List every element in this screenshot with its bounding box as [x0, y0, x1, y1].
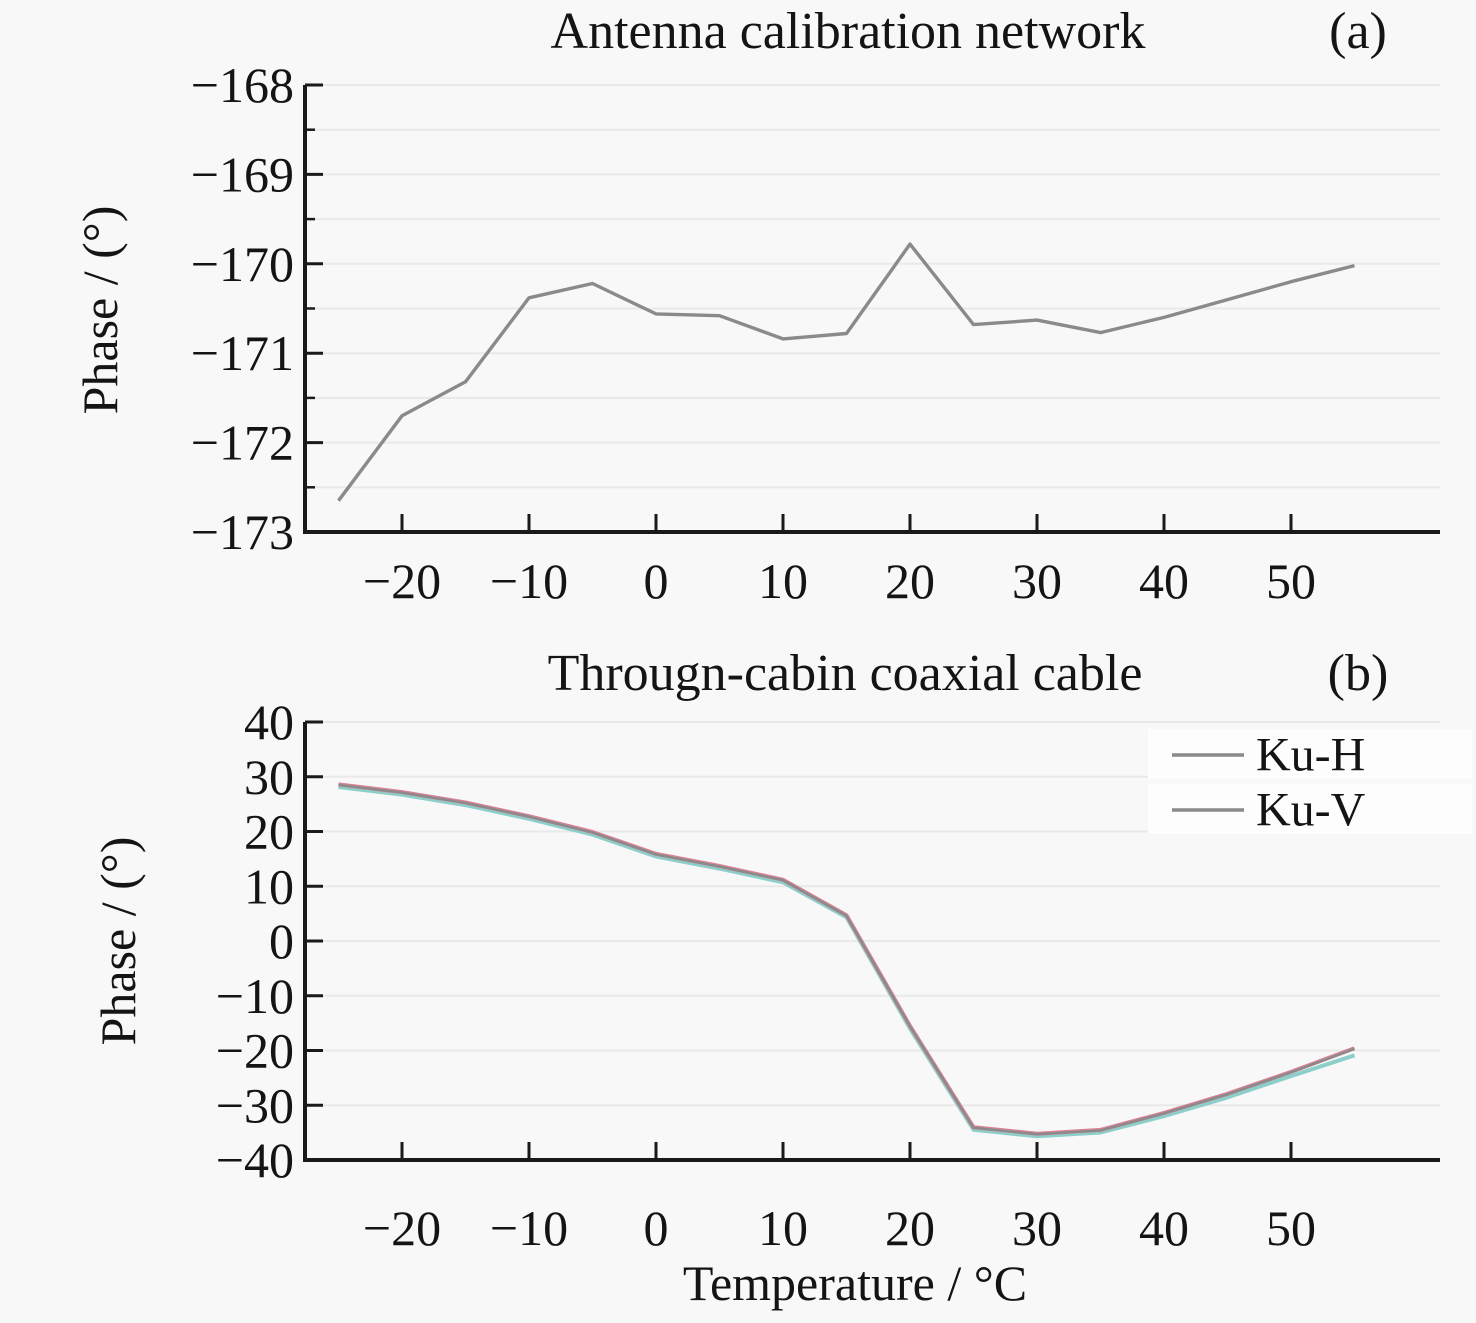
gridlines-a [305, 84, 1440, 489]
y-tick-label: −168 [191, 57, 294, 113]
legend-label-ku-v: Ku-V [1256, 784, 1366, 837]
x-tick-label: −20 [363, 1200, 441, 1256]
axes-b [303, 720, 1440, 1162]
x-tick-label: −20 [363, 553, 441, 609]
ku-v-line [338, 785, 1356, 1139]
ku-h-line [338, 782, 1356, 1136]
x-tick-label: 30 [1012, 1200, 1062, 1256]
x-tick-label: 20 [885, 1200, 935, 1256]
phase-line [337, 242, 1355, 502]
x-tick-label: 0 [644, 553, 669, 609]
chart-b-x-axis-label: Temperature / °C [683, 1255, 1027, 1311]
legend-label-ku-h: Ku-H [1256, 729, 1365, 782]
x-tick-label: −10 [490, 1200, 568, 1256]
x-tick-label: 30 [1012, 553, 1062, 609]
x-tick-label: 20 [885, 553, 935, 609]
axes-a [303, 83, 1440, 534]
chart-b-y-axis-label: Phase / (°) [90, 837, 146, 1046]
x-tick-label: 40 [1139, 1200, 1189, 1256]
x-tick-label: 50 [1266, 553, 1316, 609]
y-tick-label: −171 [191, 325, 294, 381]
x-tick-label: 10 [758, 553, 808, 609]
chart-antenna-calibration: −173 −172 −171 −170 −169 −168 −20 −10 0 10 20 30 40 5… [72, 3, 1440, 609]
y-tick-label: −10 [216, 968, 294, 1024]
y-tick-label: −30 [216, 1077, 294, 1133]
chart-b-title: Througn-cabin coaxial cable [548, 645, 1143, 702]
chart-a-panel-label: (a) [1329, 3, 1387, 60]
y-tick-label: −172 [191, 415, 294, 471]
x-tick-label: 40 [1139, 553, 1189, 609]
y-tick-label: −20 [216, 1023, 294, 1079]
data-series-b [338, 782, 1356, 1139]
y-tick-label: −170 [191, 236, 294, 292]
y-tick-label: −169 [191, 146, 294, 202]
x-tick-label: 10 [758, 1200, 808, 1256]
x-tick-label: 50 [1266, 1200, 1316, 1256]
chart-b-panel-label: (b) [1328, 645, 1389, 702]
x-tick-label: 0 [644, 1200, 669, 1256]
y-tick-label: 30 [244, 749, 294, 805]
y-tick-label: 40 [244, 694, 294, 750]
x-tick-label: −10 [490, 553, 568, 609]
y-tick-label: 0 [269, 913, 294, 969]
chart-a-title: Antenna calibration network [551, 3, 1146, 60]
y-tick-label: −173 [191, 504, 294, 560]
y-tick-label: 10 [244, 858, 294, 914]
tick-labels-a: −173 −172 −171 −170 −169 −168 −20 −10 0 10 20 30 40 5… [191, 57, 1316, 609]
y-tick-label: −40 [216, 1132, 294, 1188]
chart-a-y-axis-label: Phase / (°) [72, 206, 128, 415]
ku-h-line-core [338, 783, 1355, 1136]
y-tick-label: 20 [244, 804, 294, 860]
data-series-a [337, 242, 1355, 502]
legend: Ku-H Ku-V [1148, 729, 1472, 837]
